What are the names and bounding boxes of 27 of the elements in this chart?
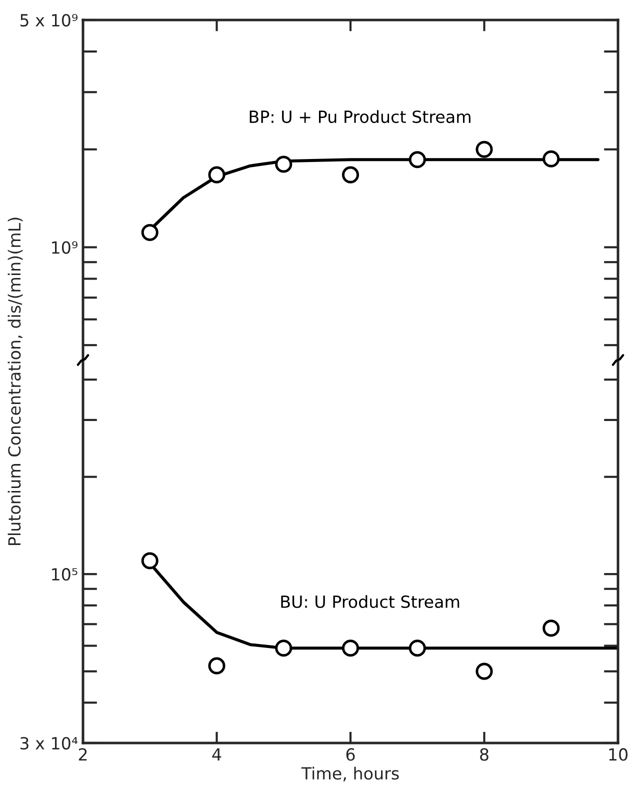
x-tick-label: 4 [212, 748, 222, 761]
point [542, 150, 560, 168]
point [275, 640, 292, 657]
y-tick-label: 3 x 10⁴ [20, 736, 78, 750]
point [408, 640, 426, 657]
x-tick-label: 2 [78, 748, 87, 761]
point [342, 640, 360, 657]
point [275, 156, 292, 173]
y-tick-label: 10⁵ [52, 568, 78, 581]
point [208, 166, 226, 184]
x-tick-label: 10 [609, 748, 628, 761]
y-tick-label: 5 x 10⁹ [20, 14, 78, 27]
y-axis-title: Plutonium Concentration, dis/(min)(mL) [8, 218, 23, 545]
point [208, 657, 226, 674]
point [342, 166, 360, 184]
x-tick-label: 8 [480, 748, 488, 761]
point [141, 224, 158, 242]
point [476, 140, 493, 158]
point [408, 151, 426, 168]
x-axis-title: Time, hours [301, 766, 399, 782]
point [542, 620, 560, 637]
x-tick-label: 6 [346, 748, 355, 761]
y-tick-label: 10⁹ [52, 241, 78, 254]
text: BP: U + Pu Product Stream [250, 110, 470, 124]
point [476, 662, 493, 680]
point [141, 552, 158, 570]
text: BU: U Product Stream [281, 595, 460, 608]
